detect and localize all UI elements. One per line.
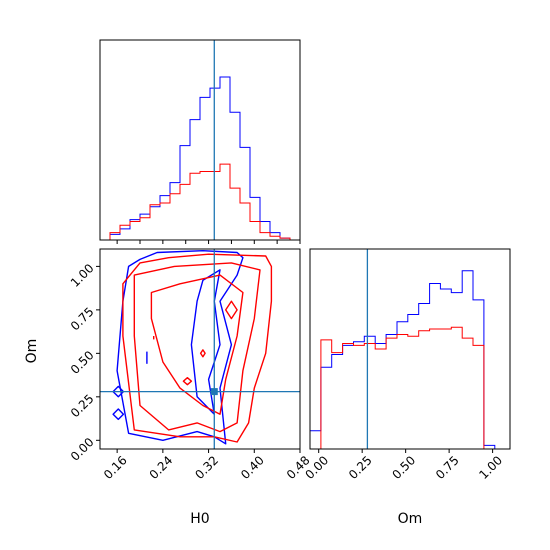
om-histogram-frame <box>309 248 511 450</box>
h0-histogram-ticks <box>116 240 301 244</box>
h0-om-contour-panel: 0.16 0.24 0.32 0.40 0.48 0.000.250.500.751.0… <box>24 248 313 527</box>
om-histogram-tick-label: 0.50 <box>389 453 418 482</box>
om-histogram-tick-label: 0.25 <box>346 453 375 482</box>
contour-red-level <box>182 377 193 386</box>
contour-x-tick-label: 0.16 <box>101 453 130 482</box>
contour-y-tick-label: 0.75 <box>68 305 97 334</box>
contour-red-level <box>150 274 244 415</box>
h0-histogram-blue <box>100 76 300 241</box>
contour-frame <box>99 248 301 450</box>
contour-red-level <box>199 349 206 358</box>
om-histogram-tick-label: 0.75 <box>433 453 462 482</box>
contour-blue-level <box>112 408 125 421</box>
contour-y-tick-label: 0.50 <box>68 348 97 377</box>
contour-red-level <box>225 300 238 320</box>
y-axis-label-om: Om <box>24 339 40 364</box>
contour-red-level <box>133 262 261 433</box>
contour-series <box>112 250 273 445</box>
contour-x-ticks: 0.16 0.24 0.32 0.40 0.48 <box>101 449 313 482</box>
contour-x-tick-label: 0.40 <box>238 453 267 482</box>
om-histogram-tick-label: 1.00 <box>476 453 505 482</box>
om-histogram-red <box>310 326 506 449</box>
contour-x-tick-label: 0.24 <box>147 453 176 482</box>
om-histogram-panel: 0.00 0.25 0.50 0.75 1.00 Om <box>302 248 511 527</box>
om-histogram-series <box>310 270 506 449</box>
x-axis-label-om: Om <box>398 511 423 527</box>
contour-x-tick-label: 0.32 <box>192 453 221 482</box>
om-histogram-blue <box>310 270 506 449</box>
contour-y-tick-label: 1.00 <box>68 261 97 290</box>
om-histogram-ticks: 0.00 0.25 0.50 0.75 1.00 <box>302 449 505 482</box>
contour-blue-level <box>116 250 244 445</box>
contour-y-ticks: 0.00 0.25 0.50 0.75 1.00 <box>68 261 100 464</box>
contour-blue-level <box>190 269 221 415</box>
x-axis-label-h0: H0 <box>190 511 209 527</box>
truth-marker <box>210 388 218 396</box>
h0-histogram-series <box>100 76 300 241</box>
h0-histogram-panel <box>99 39 301 244</box>
contour-y-tick-label: 0.00 <box>68 435 97 464</box>
h0-histogram-frame <box>99 39 301 241</box>
contour-red-level <box>122 253 273 443</box>
contour-y-tick-label: 0.25 <box>68 392 97 421</box>
h0-histogram-red <box>100 163 300 241</box>
